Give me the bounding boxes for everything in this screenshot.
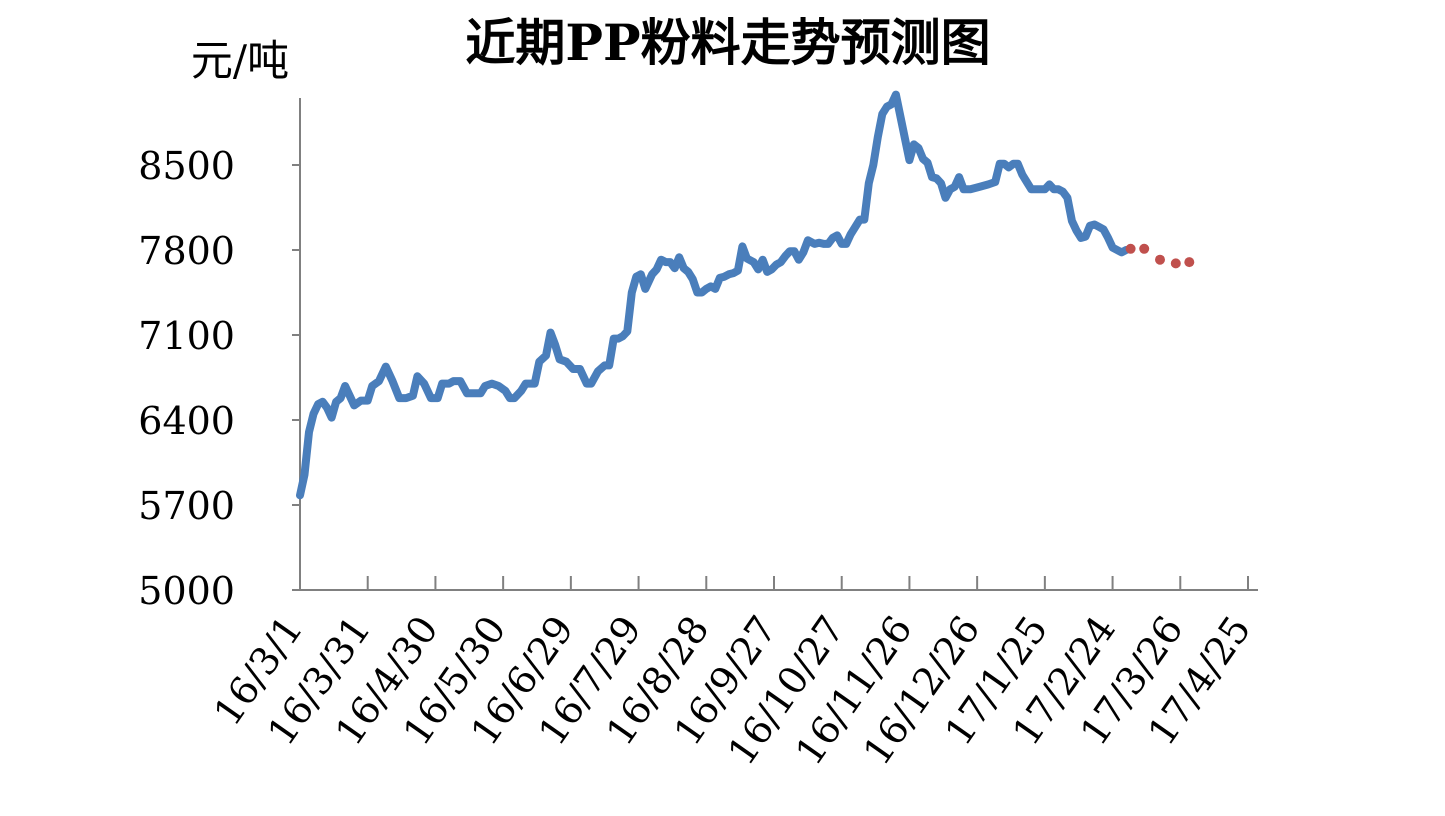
y-axis-unit-label: 元/吨 [191,36,289,85]
y-tick-label: 8500 [138,144,235,188]
series-line-actual [296,90,1131,500]
forecast-point [1170,258,1181,269]
y-tick-label: 7800 [138,229,235,273]
forecast-point [1139,243,1150,254]
y-tick-label: 7100 [138,314,235,358]
y-tick-label: 5700 [138,484,235,528]
forecast-point [1184,257,1195,268]
forecast-point [1125,243,1136,254]
y-tick-label: 6400 [138,399,235,443]
y-tick-label: 5000 [138,569,235,613]
chart-title: 近期PP粉料走势预测图 [465,13,990,72]
forecast-point [1155,254,1165,265]
series-layer [296,90,1195,500]
